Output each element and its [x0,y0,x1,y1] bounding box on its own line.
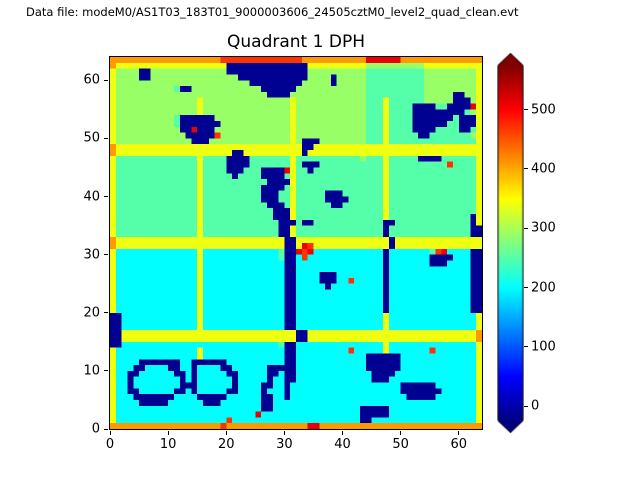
x-tick-label: 30 [276,437,293,452]
y-tick-label: 20 [83,305,100,321]
heatmap-canvas [110,57,482,429]
x-tick-label: 0 [105,437,115,452]
y-tick-label: 40 [83,189,100,204]
x-tick-label: 10 [159,437,177,452]
colorbar-tick-label: 500 [531,102,556,117]
colorbar-tick-mark [524,287,528,288]
datafile-label: Data file: modeM0/AS1T03_183T01_90000036… [26,5,519,19]
colorbar-tick-mark [524,346,528,348]
colorbar-tick-label: 0 [531,398,540,414]
x-tick-label: 40 [334,437,351,452]
y-tick-mark [104,254,108,256]
x-tick-mark [400,431,402,435]
y-tick-mark [104,370,108,372]
x-tick-mark [109,431,111,435]
y-tick-label: 10 [83,363,100,379]
colorbar-tick-mark [524,405,528,407]
x-tick-label: 60 [450,437,468,452]
y-tick-mark [104,79,108,81]
y-tick-label: 30 [83,247,100,263]
x-tick-mark [458,431,460,435]
colorbar-tick-label: 300 [531,220,556,236]
colorbar-tick-mark [524,109,528,110]
colorbar-tick-label: 200 [531,280,556,295]
y-tick-mark [104,312,108,314]
colorbar-tick-mark [524,227,528,229]
x-tick-label: 50 [392,437,409,452]
x-tick-mark [225,431,227,435]
x-tick-mark [283,431,285,435]
x-tick-mark [342,431,343,435]
plot-axes-frame [109,56,483,430]
colorbar-tick-label: 400 [531,161,556,177]
y-tick-mark [104,137,108,139]
plot-title: Quadrant 1 DPH [227,32,365,52]
colorbar-tick-label: 100 [531,339,556,355]
colorbar-tick-mark [524,168,528,170]
y-tick-label: 60 [83,72,100,88]
y-tick-label: 0 [91,421,100,437]
y-tick-mark [104,196,108,197]
colorbar-canvas [497,53,524,433]
x-tick-mark [167,431,169,435]
y-tick-mark [104,428,108,430]
y-tick-label: 50 [83,130,100,146]
x-tick-label: 20 [217,437,235,452]
